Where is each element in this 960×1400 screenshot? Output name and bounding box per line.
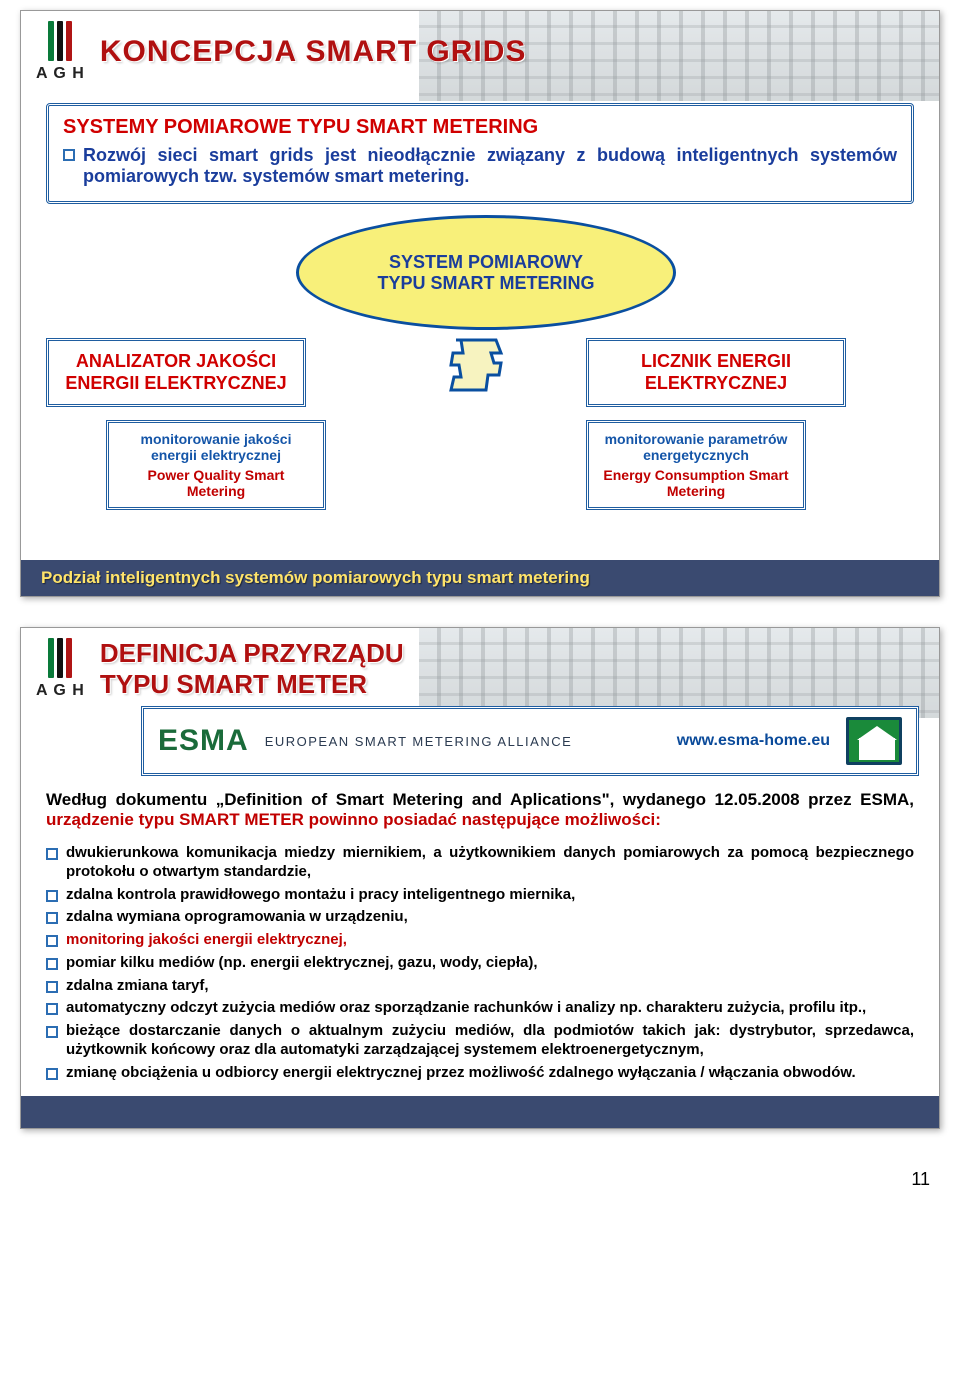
ellipse-line1: SYSTEM POMIAROWY: [389, 252, 583, 273]
doc-intro-pre: Według dokumentu „Definition of Smart Me…: [46, 790, 914, 809]
bullet-list: dwukierunkowa komunikacja miedzy miernik…: [21, 844, 939, 1096]
list-item: automatyczny odczyt zużycia mediów oraz …: [46, 999, 914, 1018]
slide2-footer: [21, 1096, 939, 1128]
bullet-text: zdalna wymiana oprogramowania w urządzen…: [66, 908, 408, 927]
bullet-square-icon: [46, 981, 58, 993]
agh-bars-icon: [48, 21, 72, 61]
esma-logo: ESMA: [158, 724, 249, 758]
left-sub2: Power Quality Smart Metering: [119, 467, 313, 499]
bullet-square-icon: [46, 890, 58, 902]
slide-1: A G H KONCEPCJA SMART GRIDS SYSTEMY POMI…: [20, 10, 940, 597]
bullet-text: bieżące dostarczanie danych o aktualnym …: [66, 1022, 914, 1060]
slide1-title: KONCEPCJA SMART GRIDS: [100, 35, 527, 69]
agh-bars-icon: [48, 638, 72, 678]
agh-logo: A G H: [36, 638, 85, 700]
list-item: bieżące dostarczanie danych o aktualnym …: [46, 1022, 914, 1060]
list-item: zdalna kontrola prawidłowego montażu i p…: [46, 886, 914, 905]
bullet-text: zdalna zmiana taryf,: [66, 977, 209, 996]
esma-subtitle: EUROPEAN SMART METERING ALLIANCE: [265, 734, 573, 749]
diagram: SYSTEM POMIAROWY TYPU SMART METERING ANA…: [46, 220, 914, 540]
bullet-square-icon: [46, 1003, 58, 1015]
list-item: pomiar kilku mediów (np. energii elektry…: [46, 954, 914, 973]
house-icon: [846, 717, 902, 765]
esma-banner: ESMA EUROPEAN SMART METERING ALLIANCE ww…: [141, 706, 919, 776]
right-node-title: LICZNIK ENERGII ELEKTRYCZNEJ: [599, 351, 833, 394]
right-sub1: monitorowanie parametrów energetycznych: [599, 431, 793, 463]
bullet-square-icon: [46, 848, 58, 860]
agh-label: A G H: [36, 682, 85, 700]
building-background: [419, 628, 939, 718]
right-sub-box: monitorowanie parametrów energetycznych …: [586, 420, 806, 510]
list-item: dwukierunkowa komunikacja miedzy miernik…: [46, 844, 914, 882]
list-item: zdalna zmiana taryf,: [46, 977, 914, 996]
bullet-text: dwukierunkowa komunikacja miedzy miernik…: [66, 844, 914, 882]
ellipse-line2: TYPU SMART METERING: [377, 273, 594, 294]
not-equal-icon: [441, 335, 511, 395]
intro-text: Rozwój sieci smart grids jest nieodłączn…: [83, 145, 897, 187]
agh-logo: A G H: [36, 21, 85, 83]
agh-label: A G H: [36, 65, 85, 83]
esma-url: www.esma-home.eu: [677, 732, 830, 750]
slide1-footer-text: Podział inteligentnych systemów pomiarow…: [41, 568, 919, 588]
bullet-text: zmianę obciążenia u odbiorcy energii ele…: [66, 1064, 856, 1083]
bullet-text: pomiar kilku mediów (np. energii elektry…: [66, 954, 538, 973]
left-sub1: monitorowanie jakości energii elektryczn…: [119, 431, 313, 463]
right-sub2: Energy Consumption Smart Metering: [599, 467, 793, 499]
doc-intro: Według dokumentu „Definition of Smart Me…: [21, 790, 939, 840]
intro-box: SYSTEMY POMIAROWE TYPU SMART METERING Ro…: [46, 103, 914, 204]
slide1-header: A G H KONCEPCJA SMART GRIDS: [21, 11, 939, 93]
bullet-square-icon: [46, 1068, 58, 1080]
bullet-square-icon: [46, 912, 58, 924]
bullet-text: zdalna kontrola prawidłowego montażu i p…: [66, 886, 575, 905]
bullet-square-icon: [46, 1026, 58, 1038]
slide1-footer: Podział inteligentnych systemów pomiarow…: [21, 560, 939, 596]
left-sub-box: monitorowanie jakości energii elektryczn…: [106, 420, 326, 510]
left-node-title: ANALIZATOR JAKOŚCI ENERGII ELEKTRYCZNEJ: [59, 351, 293, 394]
list-item: zmianę obciążenia u odbiorcy energii ele…: [46, 1064, 914, 1083]
doc-intro-highlight: urządzenie typu SMART METER powinno posi…: [46, 810, 661, 829]
bullet-square-icon: [46, 958, 58, 970]
bullet-text: automatyczny odczyt zużycia mediów oraz …: [66, 999, 866, 1018]
right-node: LICZNIK ENERGII ELEKTRYCZNEJ: [586, 338, 846, 407]
bullet-square-icon: [63, 149, 75, 161]
page-number: 11: [0, 1159, 960, 1190]
slide2-title-line2: TYPU SMART METER: [100, 669, 404, 700]
slide-2: A G H DEFINICJA PRZYRZĄDU TYPU SMART MET…: [20, 627, 940, 1129]
ellipse-node: SYSTEM POMIAROWY TYPU SMART METERING: [296, 215, 676, 330]
slide2-header: A G H DEFINICJA PRZYRZĄDU TYPU SMART MET…: [21, 628, 939, 700]
slide2-title-line1: DEFINICJA PRZYRZĄDU: [100, 638, 404, 669]
bullet-text: monitoring jakości energii elektrycznej,: [66, 931, 347, 950]
bullet-square-icon: [46, 935, 58, 947]
list-item: monitoring jakości energii elektrycznej,: [46, 931, 914, 950]
section-title: SYSTEMY POMIAROWE TYPU SMART METERING: [63, 116, 897, 139]
list-item: zdalna wymiana oprogramowania w urządzen…: [46, 908, 914, 927]
left-node: ANALIZATOR JAKOŚCI ENERGII ELEKTRYCZNEJ: [46, 338, 306, 407]
